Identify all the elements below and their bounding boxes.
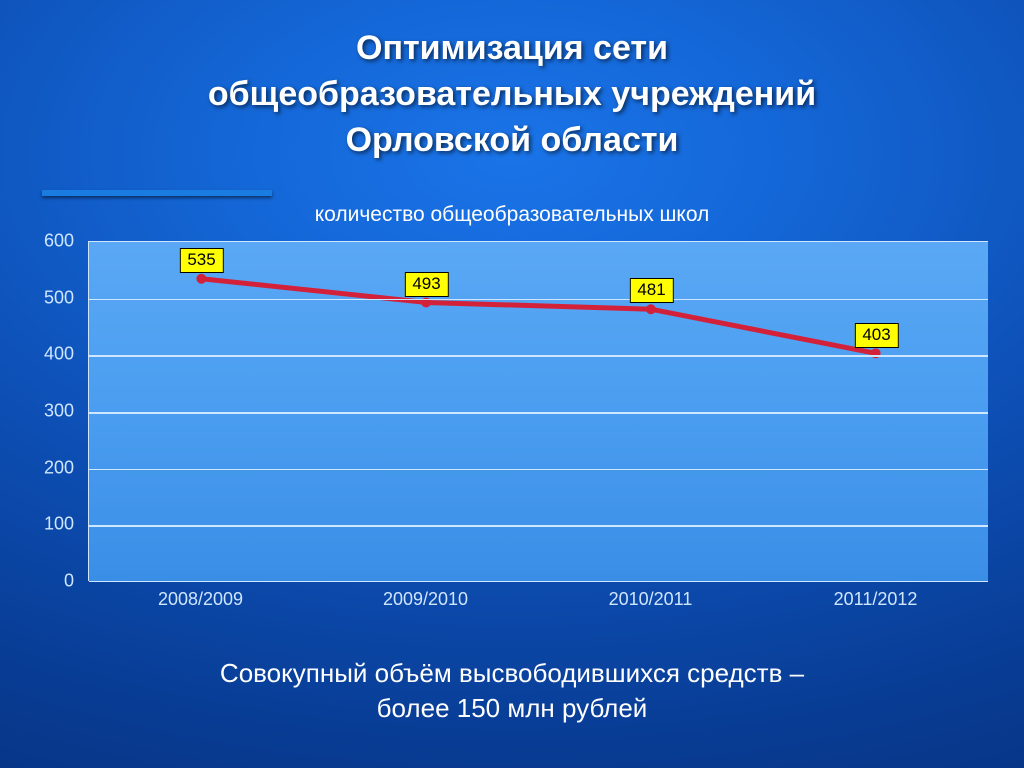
data-label: 403 bbox=[854, 323, 898, 348]
title-underline bbox=[42, 190, 272, 196]
x-tick-label: 2008/2009 bbox=[158, 589, 243, 610]
y-tick-label: 500 bbox=[44, 287, 74, 308]
slide-title: Оптимизация сети общеобразовательных учр… bbox=[0, 0, 1024, 164]
footer-caption: Совокупный объём высвободившихся средств… bbox=[0, 656, 1024, 726]
data-line bbox=[201, 279, 875, 354]
footer-line-2: более 150 млн рублей bbox=[377, 693, 648, 723]
y-tick-label: 100 bbox=[44, 514, 74, 535]
gridline-h bbox=[89, 581, 988, 583]
data-label: 493 bbox=[404, 272, 448, 297]
y-axis-labels: 0100200300400500600 bbox=[20, 241, 80, 581]
x-axis-labels: 2008/2009 2009/2010 2010/2011 2011/2012 bbox=[88, 589, 988, 619]
gridline-h bbox=[89, 525, 988, 527]
chart-title: количество общеобразовательных школ bbox=[20, 203, 1004, 227]
x-tick-label: 2010/2011 bbox=[609, 589, 693, 610]
slide: Оптимизация сети общеобразовательных учр… bbox=[0, 0, 1024, 768]
x-tick-label: 2011/2012 bbox=[834, 589, 918, 610]
data-marker bbox=[196, 274, 206, 284]
y-tick-label: 0 bbox=[64, 571, 74, 592]
y-tick-label: 300 bbox=[44, 401, 74, 422]
data-label: 535 bbox=[179, 248, 223, 273]
gridline-h bbox=[89, 469, 988, 471]
plot-area: 535 493 481 403 bbox=[88, 241, 988, 581]
x-tick-label: 2009/2010 bbox=[383, 589, 468, 610]
data-marker bbox=[646, 304, 656, 314]
gridline-h bbox=[89, 299, 988, 301]
footer-line-1: Совокупный объём высвободившихся средств… bbox=[220, 658, 804, 688]
y-tick-label: 400 bbox=[44, 344, 74, 365]
title-line-1: Оптимизация сети bbox=[356, 29, 668, 67]
data-label: 481 bbox=[629, 278, 673, 303]
chart-body: 0100200300400500600 535493481403 2008/20… bbox=[20, 241, 1004, 631]
title-line-3: Орловской области bbox=[346, 121, 679, 159]
chart-container: количество общеобразовательных школ 0 100… bbox=[20, 203, 1004, 643]
gridline-h bbox=[89, 355, 988, 357]
gridline-h bbox=[89, 412, 988, 414]
y-tick-label: 200 bbox=[44, 457, 74, 478]
y-tick-label: 600 bbox=[44, 231, 74, 252]
title-line-2: общеобразовательных учреждений bbox=[208, 75, 816, 113]
